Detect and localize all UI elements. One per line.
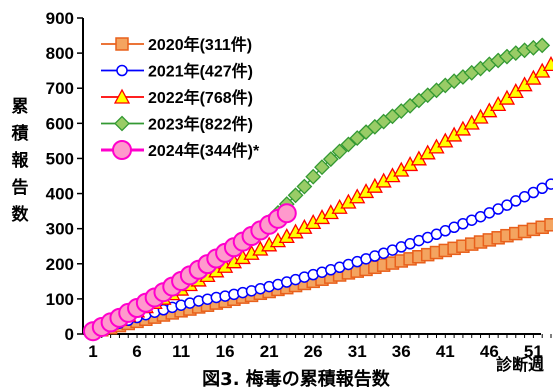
legend-label: 2023年(822件) <box>148 115 253 134</box>
legend-marker <box>115 37 129 51</box>
legend-marker <box>116 64 128 77</box>
x-tick-label: 16 <box>216 342 235 361</box>
legend: 2020年(311件) 2021年(427件) 2022年(768件) 2023年(8… <box>101 35 260 160</box>
data-point <box>322 151 339 168</box>
y-tick-label: 100 <box>46 290 74 309</box>
legend-marker <box>112 140 132 160</box>
data-point <box>544 218 553 232</box>
y-axis-label: 累積報告数 <box>12 97 30 225</box>
x-tick-label: 6 <box>132 342 141 361</box>
data-point <box>276 203 297 224</box>
x-tick-label: 21 <box>260 342 279 361</box>
y-tick-label: 800 <box>46 44 74 63</box>
x-tick-label: 36 <box>392 342 411 361</box>
legend-item-4: 2023年(822件) <box>101 115 253 134</box>
legend-label: 2020年(311件) <box>148 35 252 54</box>
legend-label: 2021年(427件) <box>148 62 253 81</box>
legend-marker <box>114 115 130 132</box>
x-tick-label: 26 <box>304 342 323 361</box>
x-tick-label: 1 <box>88 342 97 361</box>
data-point <box>340 136 357 153</box>
y-tick-label: 600 <box>46 114 74 133</box>
y-tick-label: 400 <box>46 185 74 204</box>
data-point <box>287 187 304 204</box>
chart-title: 図3. 梅毒の累積報告数 <box>202 368 391 390</box>
plot-series <box>83 37 553 342</box>
data-point <box>545 178 553 190</box>
x-tick-label: 41 <box>436 342 455 361</box>
data-point <box>296 178 313 195</box>
series-5 <box>83 203 297 342</box>
legend-marker <box>113 88 131 104</box>
legend-label: 2024年(344件)* <box>148 141 260 160</box>
x-axis-label: 診断週 <box>496 355 544 374</box>
x-tick-label: 11 <box>172 342 190 361</box>
y-tick-label: 900 <box>46 9 74 28</box>
y-tick-label: 300 <box>46 220 74 239</box>
data-point <box>331 143 348 160</box>
data-point <box>305 168 322 185</box>
x-tick-label: 31 <box>348 342 367 361</box>
legend-item-2: 2021年(427件) <box>101 62 253 81</box>
x-tick-label: 46 <box>480 342 499 361</box>
y-tick-label: 500 <box>46 149 74 168</box>
y-tick-label: 0 <box>65 325 74 344</box>
x-tick-label: 51 <box>524 342 543 361</box>
y-tick-label: 700 <box>46 79 74 98</box>
data-point <box>542 55 553 71</box>
legend-item-5: 2024年(344件)* <box>101 140 260 160</box>
data-point <box>534 37 551 54</box>
legend-item-3: 2022年(768件) <box>101 88 253 107</box>
legend-item-1: 2020年(311件) <box>101 35 252 54</box>
y-tick-label: 200 <box>46 255 74 274</box>
data-point <box>314 159 330 176</box>
legend-label: 2022年(768件) <box>148 88 253 107</box>
